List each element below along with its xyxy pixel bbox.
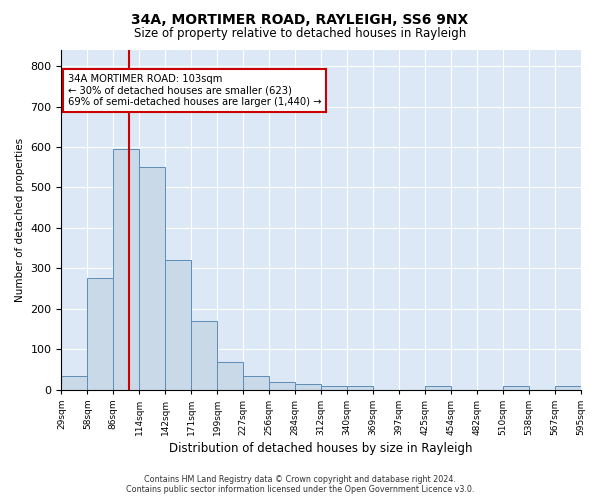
Text: 34A, MORTIMER ROAD, RAYLEIGH, SS6 9NX: 34A, MORTIMER ROAD, RAYLEIGH, SS6 9NX: [131, 12, 469, 26]
Bar: [61, 376, 88, 390]
Bar: [88, 278, 113, 390]
Text: 34A MORTIMER ROAD: 103sqm
← 30% of detached houses are smaller (623)
69% of semi: 34A MORTIMER ROAD: 103sqm ← 30% of detac…: [68, 74, 322, 107]
Bar: [425, 386, 451, 390]
Bar: [165, 260, 191, 390]
Bar: [139, 168, 165, 390]
Bar: [321, 386, 347, 390]
Bar: [217, 362, 243, 390]
Bar: [113, 149, 139, 390]
Bar: [554, 386, 581, 390]
Y-axis label: Number of detached properties: Number of detached properties: [15, 138, 25, 302]
Bar: [269, 382, 295, 390]
Text: Contains HM Land Registry data © Crown copyright and database right 2024.
Contai: Contains HM Land Registry data © Crown c…: [126, 474, 474, 494]
Bar: [503, 386, 529, 390]
Bar: [295, 384, 321, 390]
Bar: [347, 386, 373, 390]
Bar: [191, 321, 217, 390]
Bar: [243, 376, 269, 390]
Text: Size of property relative to detached houses in Rayleigh: Size of property relative to detached ho…: [134, 28, 466, 40]
X-axis label: Distribution of detached houses by size in Rayleigh: Distribution of detached houses by size …: [169, 442, 473, 455]
